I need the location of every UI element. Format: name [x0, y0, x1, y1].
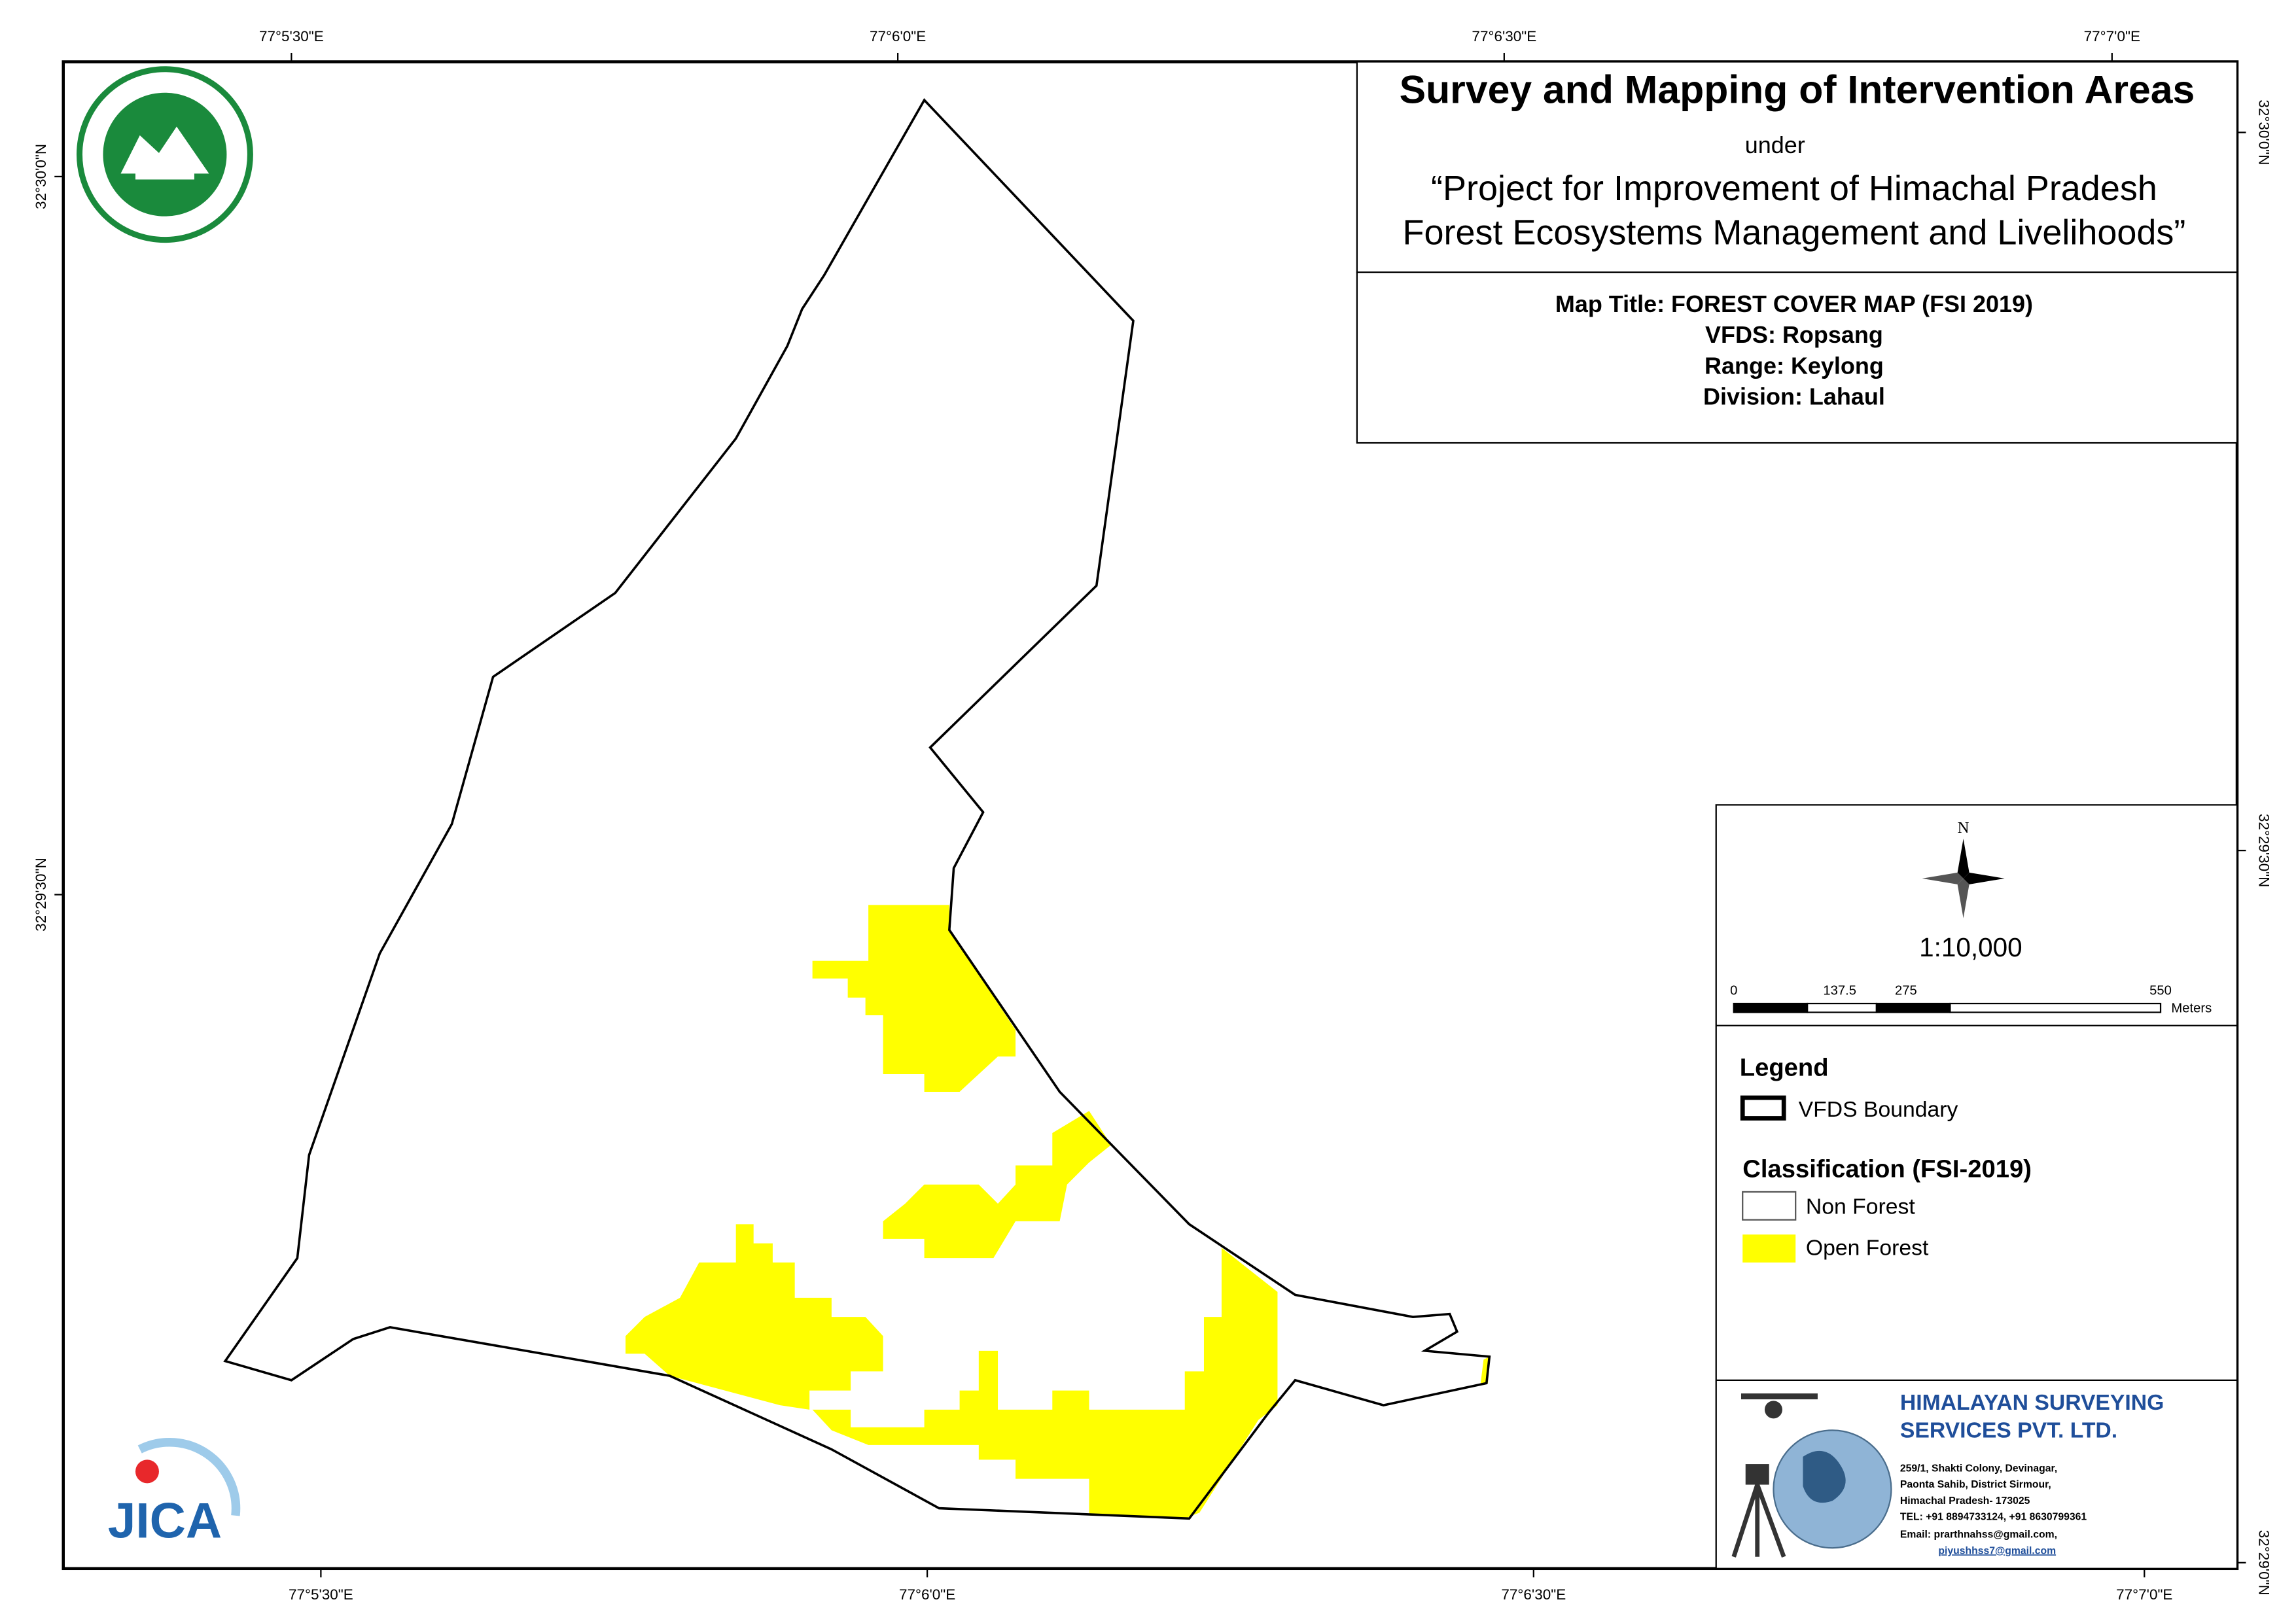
scale-segment: [1949, 1002, 2162, 1013]
jica-logo: JICA: [108, 1438, 241, 1549]
scale-label: 0: [1730, 984, 1737, 998]
north-label: N: [1958, 819, 1969, 837]
legend-label: Non Forest: [1806, 1195, 1915, 1219]
address-line: Email: prarthnahss@gmail.com,: [1900, 1529, 2057, 1541]
scalebar: [1733, 1002, 2162, 1013]
logo-base: [135, 164, 194, 180]
vfds-boundary: [223, 97, 1491, 1520]
lon-label: 77°6'0"E: [899, 1586, 955, 1603]
lon-label: 77°7'0"E: [2084, 28, 2140, 44]
scale-segment: [1807, 1002, 1878, 1013]
under: under: [1745, 131, 1805, 158]
lon-label: 77°5'30"E: [259, 28, 324, 44]
address-line: 259/1, Shakti Colony, Devinagar,: [1900, 1463, 2057, 1474]
logo-mountains: [120, 126, 209, 174]
scale-unit: Meters: [2171, 1002, 2212, 1016]
company-line: SERVICES PVT. LTD.: [1900, 1418, 2117, 1443]
map-info: Map Title: FOREST COVER MAP (FSI 2019) V…: [1555, 290, 2033, 410]
lat-label: 32°30'0"N: [33, 144, 49, 209]
lon-label: 77°6'30"E: [1472, 28, 1536, 44]
camera: [1745, 1464, 1769, 1485]
scale-segment: [1875, 1002, 1951, 1013]
scale-label: 550: [2149, 984, 2172, 998]
continent: [1803, 1450, 1846, 1503]
address-line: Paonta Sahib, District Sirmour,: [1900, 1479, 2051, 1490]
forest-dept-logo: [76, 66, 253, 243]
legend-title: Legend: [1740, 1053, 1829, 1081]
info-line: Range: Keylong: [1704, 352, 1884, 379]
drone: [1740, 1393, 1818, 1400]
forest-patch: [625, 1224, 883, 1410]
lon-label: 77°5'30"E: [289, 1586, 353, 1603]
company-name: HIMALAYAN SURVEYING SERVICES PVT. LTD.: [1900, 1390, 2164, 1443]
arrow-n: [1957, 839, 1969, 879]
title: Survey and Mapping of Intervention Areas: [1400, 67, 2195, 111]
lat-label: 32°30'0"N: [2256, 99, 2272, 165]
graticule-ticks: [54, 52, 2246, 1578]
lon-label: 77°7'0"E: [2116, 1586, 2172, 1603]
arrow-w: [1922, 872, 1964, 884]
title-box: [1356, 61, 2238, 273]
lat-label: 32°29'0"N: [2256, 1530, 2272, 1596]
logo-dot: [135, 1459, 159, 1484]
open-forest-areas: [625, 905, 1490, 1519]
project-line: Forest Ecosystems Management and Livelih…: [1403, 213, 2186, 252]
info-line: VFDS: Ropsang: [1705, 321, 1883, 348]
legend-swatch-nonforest: [1742, 1191, 1797, 1221]
lat-label: 32°29'30"N: [33, 858, 49, 932]
arrow-e: [1963, 872, 2005, 884]
forest-patch: [812, 905, 1016, 1092]
legend-swatch-openforest: [1742, 1234, 1796, 1263]
company-address: 259/1, Shakti Colony, Devinagar, Paonta …: [1900, 1463, 2087, 1556]
legend-label: VFDS Boundary: [1799, 1097, 1958, 1122]
company-line: HIMALAYAN SURVEYING: [1900, 1390, 2164, 1415]
company-logo: [1731, 1393, 1892, 1558]
lon-label: 77°6'30"E: [1501, 1586, 1566, 1603]
scale-segment: [1733, 1002, 1809, 1013]
info-box: [1356, 271, 2238, 444]
scale-label: 275: [1895, 984, 1917, 998]
legend-subtitle: Classification (FSI-2019): [1742, 1155, 2032, 1183]
scale-label: 137.5: [1823, 984, 1856, 998]
logo-text: JICA: [108, 1493, 222, 1549]
forest-patch: [812, 1248, 1278, 1519]
legend-swatch-boundary: [1740, 1095, 1786, 1121]
arrow-s: [1957, 878, 1969, 918]
lat-label: 32°29'30"N: [2256, 814, 2272, 888]
lon-label: 77°6'0"E: [870, 28, 926, 44]
address-line: piyushhss7@gmail.com: [1938, 1545, 2056, 1556]
scalebar-labels: 0 137.5 275 550 Meters: [1730, 984, 2212, 1016]
project-line: “Project for Improvement of Himachal Pra…: [1431, 169, 2157, 208]
info-line: Map Title: FOREST COVER MAP (FSI 2019): [1555, 290, 2033, 317]
address-line: Himachal Pradesh- 173025: [1900, 1495, 2030, 1507]
graticule-labels: 77°5'30"E 77°6'0"E 77°6'30"E 77°7'0"E 77…: [33, 28, 2272, 1603]
tripod: [1731, 1484, 1786, 1558]
drone-body: [1764, 1401, 1782, 1419]
logo-arc: [137, 1438, 241, 1516]
forest-patch: [883, 1111, 1112, 1259]
info-line: Division: Lahaul: [1703, 383, 1885, 410]
legend-label: Open Forest: [1806, 1236, 1929, 1261]
north-arrow: N: [1922, 819, 2005, 918]
scale-ratio: 1:10,000: [1919, 932, 2022, 962]
address-line: TEL: +91 8894733124, +91 8630799361: [1900, 1512, 2087, 1523]
